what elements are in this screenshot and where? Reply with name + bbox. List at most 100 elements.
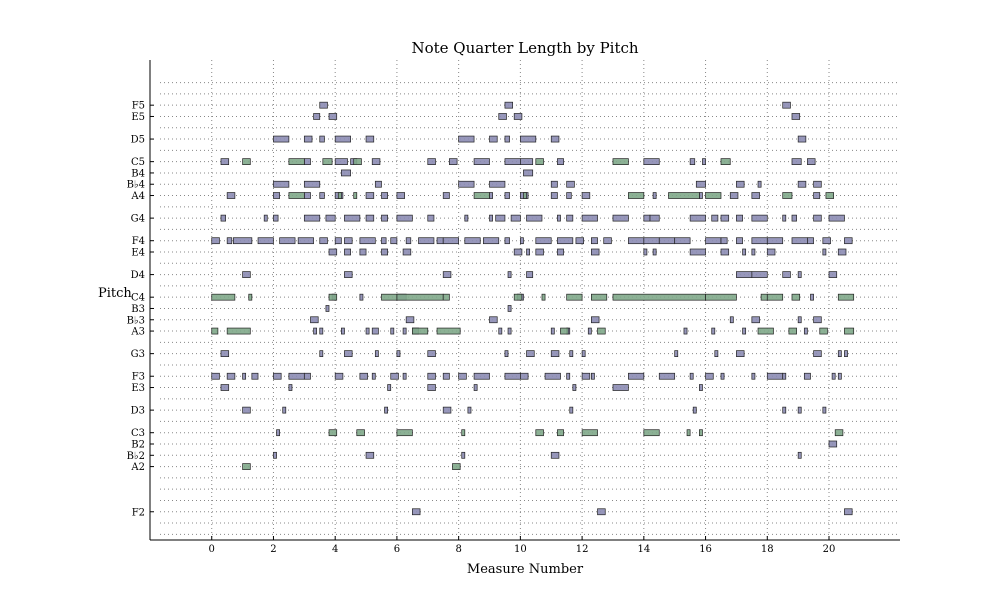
- note-bar-blue: [365, 214, 375, 222]
- note-bar-blue: [504, 372, 521, 380]
- note-bar-green: [541, 293, 546, 301]
- note-bar-blue: [489, 316, 498, 324]
- note-bar-green: [791, 293, 801, 301]
- note-bar-blue: [211, 237, 220, 245]
- note-bar-blue: [803, 327, 808, 335]
- note-bar-blue: [736, 214, 743, 222]
- note-bar-blue: [822, 406, 827, 414]
- note-bar-blue: [489, 192, 493, 199]
- note-bar-blue: [504, 350, 509, 357]
- note-bar-green: [720, 158, 731, 165]
- note-bar-green: [535, 158, 544, 165]
- note-bar-blue: [504, 237, 510, 245]
- note-bar-blue: [612, 214, 629, 222]
- note-bar-blue: [418, 237, 435, 245]
- note-bar-green: [322, 158, 333, 165]
- note-bar-green: [668, 192, 700, 199]
- note-bar-blue: [628, 237, 645, 245]
- note-bar-blue: [341, 327, 345, 335]
- y-tick-label: B♭4: [127, 180, 145, 191]
- note-bar-blue: [232, 237, 253, 245]
- note-bar-blue: [520, 158, 534, 165]
- note-bar-blue: [736, 271, 753, 278]
- note-bar-blue: [411, 508, 421, 516]
- note-bar-blue: [526, 248, 530, 256]
- note-bar-blue: [303, 180, 321, 188]
- grid-lines: [160, 60, 897, 540]
- note-bar-blue: [390, 237, 398, 245]
- note-bar-blue: [384, 406, 389, 414]
- note-bar-blue: [276, 429, 280, 437]
- note-bar-blue: [813, 214, 822, 222]
- note-bar-green: [782, 192, 793, 199]
- note-bar-green: [211, 293, 236, 301]
- note-bar-blue: [643, 214, 651, 222]
- note-bar-blue: [591, 316, 600, 324]
- note-bar-blue: [359, 248, 367, 256]
- note-bar-green: [442, 293, 450, 301]
- note-bar-blue: [720, 372, 725, 380]
- note-bar-blue: [405, 316, 415, 324]
- note-bar-blue: [344, 248, 351, 256]
- note-bar-blue: [557, 237, 574, 245]
- note-bar-green: [705, 293, 737, 301]
- note-bar-blue: [344, 237, 353, 245]
- note-bar-blue: [649, 214, 660, 222]
- note-bar-blue: [381, 248, 389, 256]
- note-bars: [211, 101, 855, 516]
- note-bar-blue: [220, 350, 230, 357]
- note-bar-green: [328, 429, 338, 437]
- note-bar-blue: [526, 350, 535, 357]
- note-bar-blue: [550, 327, 555, 335]
- note-bar-blue: [603, 237, 612, 245]
- note-bar-blue: [797, 271, 802, 278]
- note-bar-blue: [566, 372, 571, 380]
- note-bar-blue: [813, 192, 821, 199]
- note-bar-blue: [520, 135, 537, 143]
- note-bar-blue: [390, 327, 395, 335]
- y-tick-label: E3: [131, 383, 145, 394]
- note-bar-blue: [711, 214, 719, 222]
- note-bar-blue: [334, 158, 348, 165]
- note-bar-blue: [381, 192, 389, 199]
- note-bar-green: [560, 327, 569, 335]
- note-bar-blue: [211, 372, 220, 380]
- note-bar-blue: [328, 113, 338, 120]
- note-bar-green: [226, 327, 251, 335]
- note-bar-blue: [473, 372, 490, 380]
- note-bar-green: [612, 158, 629, 165]
- note-bar-blue: [591, 248, 600, 256]
- note-bar-blue: [473, 158, 490, 165]
- note-bar-blue: [482, 237, 500, 245]
- note-bar-green: [819, 327, 828, 335]
- note-bar-green: [356, 429, 365, 437]
- note-bar-blue: [720, 237, 728, 245]
- note-bar-blue: [396, 350, 401, 357]
- note-bar-green: [612, 293, 706, 301]
- note-bar-blue: [498, 113, 507, 120]
- note-bar-blue: [569, 350, 574, 357]
- note-bar-blue: [359, 372, 368, 380]
- y-tick-label: B2: [131, 440, 145, 451]
- note-bar-blue: [359, 293, 364, 301]
- note-bar-blue: [828, 440, 838, 448]
- note-bar-blue: [705, 372, 714, 380]
- note-bar-blue: [581, 214, 598, 222]
- note-bar-blue: [344, 271, 353, 278]
- y-tick-label: B♭2: [127, 451, 145, 462]
- y-tick-label: C5: [131, 157, 145, 168]
- note-bar-blue: [844, 237, 853, 245]
- note-bar-blue: [371, 158, 381, 165]
- note-bar-blue: [791, 237, 808, 245]
- note-bar-blue: [566, 180, 575, 188]
- note-bar-blue: [535, 248, 544, 256]
- note-bar-blue: [263, 214, 268, 222]
- note-bar-blue: [520, 372, 529, 380]
- note-bar-green: [597, 327, 606, 335]
- y-tick-label: C4: [131, 293, 145, 304]
- note-bar-blue: [273, 372, 282, 380]
- note-bar-blue: [513, 113, 523, 120]
- note-bar-blue: [513, 248, 523, 256]
- note-bar-blue: [807, 158, 816, 165]
- note-bar-blue: [273, 180, 290, 188]
